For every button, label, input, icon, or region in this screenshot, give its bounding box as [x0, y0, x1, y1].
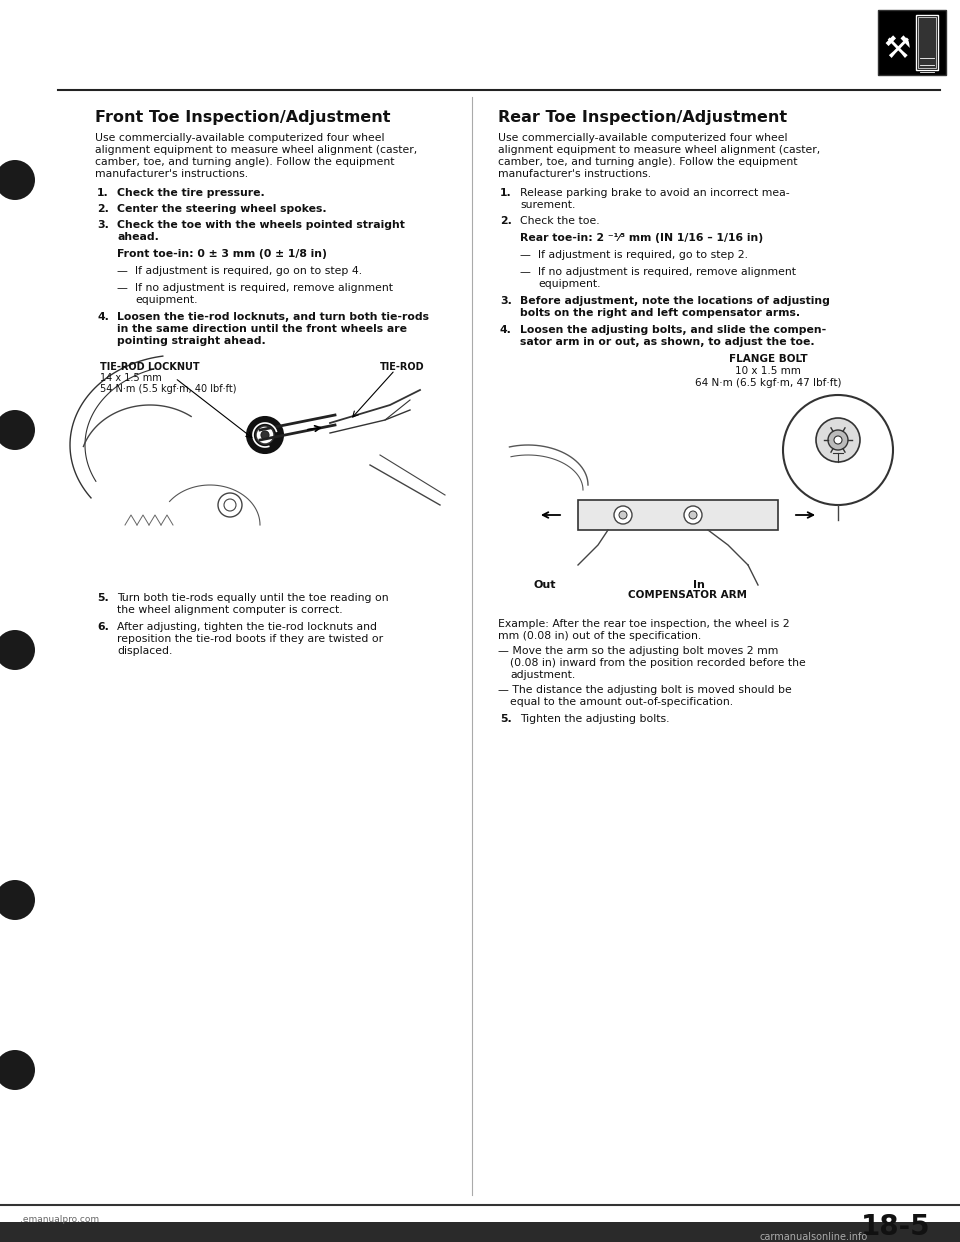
Text: Turn both tie-rods equally until the toe reading on: Turn both tie-rods equally until the toe… — [117, 592, 389, 604]
Text: Check the toe.: Check the toe. — [520, 216, 600, 226]
Text: Use commercially-available computerized four wheel: Use commercially-available computerized … — [95, 133, 385, 143]
Text: 10 x 1.5 mm: 10 x 1.5 mm — [735, 366, 801, 376]
Text: sator arm in or out, as shown, to adjust the toe.: sator arm in or out, as shown, to adjust… — [520, 337, 815, 347]
Bar — [0, 1222, 960, 1242]
Text: Center the steering wheel spokes.: Center the steering wheel spokes. — [117, 204, 326, 214]
Text: Release parking brake to avoid an incorrect mea-: Release parking brake to avoid an incorr… — [520, 188, 790, 197]
Text: alignment equipment to measure wheel alignment (caster,: alignment equipment to measure wheel ali… — [498, 145, 820, 155]
Text: 64 N·m (6.5 kgf·m, 47 lbf·ft): 64 N·m (6.5 kgf·m, 47 lbf·ft) — [695, 378, 841, 388]
Text: 1.: 1. — [500, 188, 512, 197]
Bar — [493, 395, 953, 605]
Circle shape — [0, 410, 35, 450]
Text: 3.: 3. — [500, 296, 512, 306]
Text: manufacturer's instructions.: manufacturer's instructions. — [95, 169, 248, 179]
Text: — The distance the adjusting bolt is moved should be: — The distance the adjusting bolt is mov… — [498, 686, 792, 696]
Circle shape — [0, 630, 35, 669]
Text: 2.: 2. — [97, 204, 108, 214]
Circle shape — [0, 1049, 35, 1090]
Bar — [95, 360, 470, 575]
Bar — [916, 15, 938, 70]
Text: mm (0.08 in) out of the specification.: mm (0.08 in) out of the specification. — [498, 631, 701, 641]
Circle shape — [614, 505, 632, 524]
Circle shape — [0, 881, 35, 920]
Bar — [878, 10, 946, 75]
Text: 5.: 5. — [97, 592, 108, 604]
Text: Loosen the tie-rod locknuts, and turn both tie-rods: Loosen the tie-rod locknuts, and turn bo… — [117, 312, 429, 322]
Circle shape — [834, 436, 842, 443]
Text: ahead.: ahead. — [117, 232, 158, 242]
Text: In: In — [693, 580, 705, 590]
Text: 3.: 3. — [97, 220, 108, 230]
Text: —  If no adjustment is required, remove alignment: — If no adjustment is required, remove a… — [520, 267, 796, 277]
Text: 2.: 2. — [500, 216, 512, 226]
Text: ⚒: ⚒ — [883, 36, 911, 65]
Text: adjustment.: adjustment. — [510, 669, 575, 681]
Text: the wheel alignment computer is correct.: the wheel alignment computer is correct. — [117, 605, 343, 615]
Text: 5.: 5. — [500, 714, 512, 724]
Text: Rear toe-in: 2 ⁻¹⁄³ mm (IN 1/16 – 1/16 in): Rear toe-in: 2 ⁻¹⁄³ mm (IN 1/16 – 1/16 i… — [520, 233, 763, 243]
Circle shape — [261, 431, 269, 438]
Text: FLANGE BOLT: FLANGE BOLT — [729, 354, 807, 364]
Bar — [918, 17, 936, 68]
Text: Check the tire pressure.: Check the tire pressure. — [117, 188, 265, 197]
Text: equipment.: equipment. — [135, 296, 198, 306]
Text: 1.: 1. — [97, 188, 108, 197]
Circle shape — [0, 160, 35, 200]
Text: After adjusting, tighten the tie-rod locknuts and: After adjusting, tighten the tie-rod loc… — [117, 622, 377, 632]
Text: carmanualsonline.info: carmanualsonline.info — [760, 1232, 868, 1242]
Text: 4.: 4. — [97, 312, 108, 322]
Text: 54 N·m (5.5 kgf·m, 40 lbf·ft): 54 N·m (5.5 kgf·m, 40 lbf·ft) — [100, 384, 236, 394]
Circle shape — [619, 510, 627, 519]
Text: bolts on the right and left compensator arms.: bolts on the right and left compensator … — [520, 308, 800, 318]
Text: 6.: 6. — [97, 622, 108, 632]
Text: COMPENSATOR ARM: COMPENSATOR ARM — [629, 590, 748, 600]
Circle shape — [684, 505, 702, 524]
Text: —  If no adjustment is required, remove alignment: — If no adjustment is required, remove a… — [117, 283, 393, 293]
Text: TIE-ROD: TIE-ROD — [380, 361, 424, 373]
Text: Before adjustment, note the locations of adjusting: Before adjustment, note the locations of… — [520, 296, 829, 306]
Circle shape — [783, 395, 893, 505]
Text: surement.: surement. — [520, 200, 575, 210]
Text: Out: Out — [533, 580, 556, 590]
Text: alignment equipment to measure wheel alignment (caster,: alignment equipment to measure wheel ali… — [95, 145, 418, 155]
Circle shape — [247, 417, 283, 453]
Circle shape — [816, 419, 860, 462]
Text: Rear Toe Inspection/Adjustment: Rear Toe Inspection/Adjustment — [498, 111, 787, 125]
Text: 14 x 1.5 mm: 14 x 1.5 mm — [100, 373, 161, 383]
Text: 18-5: 18-5 — [860, 1213, 930, 1241]
Circle shape — [689, 510, 697, 519]
Text: Loosen the adjusting bolts, and slide the compen-: Loosen the adjusting bolts, and slide th… — [520, 325, 827, 335]
Text: — Move the arm so the adjusting bolt moves 2 mm: — Move the arm so the adjusting bolt mov… — [498, 646, 779, 656]
Text: —  If adjustment is required, go on to step 4.: — If adjustment is required, go on to st… — [117, 266, 362, 276]
Text: equal to the amount out-of-specification.: equal to the amount out-of-specification… — [510, 697, 733, 707]
Text: manufacturer's instructions.: manufacturer's instructions. — [498, 169, 651, 179]
Text: displaced.: displaced. — [117, 646, 173, 656]
Text: camber, toe, and turning angle). Follow the equipment: camber, toe, and turning angle). Follow … — [498, 156, 798, 166]
Circle shape — [828, 430, 848, 450]
Text: 4.: 4. — [500, 325, 512, 335]
Text: Front toe-in: 0 ± 3 mm (0 ± 1/8 in): Front toe-in: 0 ± 3 mm (0 ± 1/8 in) — [117, 248, 326, 260]
Text: reposition the tie-rod boots if they are twisted or: reposition the tie-rod boots if they are… — [117, 633, 383, 645]
Text: equipment.: equipment. — [538, 279, 601, 289]
Text: Check the toe with the wheels pointed straight: Check the toe with the wheels pointed st… — [117, 220, 405, 230]
Text: Front Toe Inspection/Adjustment: Front Toe Inspection/Adjustment — [95, 111, 391, 125]
Bar — [578, 501, 778, 530]
Text: Tighten the adjusting bolts.: Tighten the adjusting bolts. — [520, 714, 669, 724]
Text: —  If adjustment is required, go to step 2.: — If adjustment is required, go to step … — [520, 250, 748, 260]
Circle shape — [256, 426, 274, 443]
Text: Use commercially-available computerized four wheel: Use commercially-available computerized … — [498, 133, 787, 143]
Text: Example: After the rear toe inspection, the wheel is 2: Example: After the rear toe inspection, … — [498, 619, 790, 628]
Text: TIE-ROD LOCKNUT: TIE-ROD LOCKNUT — [100, 361, 200, 373]
Text: (0.08 in) inward from the position recorded before the: (0.08 in) inward from the position recor… — [510, 658, 805, 668]
Text: pointing straight ahead.: pointing straight ahead. — [117, 337, 266, 347]
Text: camber, toe, and turning angle). Follow the equipment: camber, toe, and turning angle). Follow … — [95, 156, 395, 166]
Text: in the same direction until the front wheels are: in the same direction until the front wh… — [117, 324, 407, 334]
Text: .emanualpro.com: .emanualpro.com — [20, 1215, 99, 1225]
